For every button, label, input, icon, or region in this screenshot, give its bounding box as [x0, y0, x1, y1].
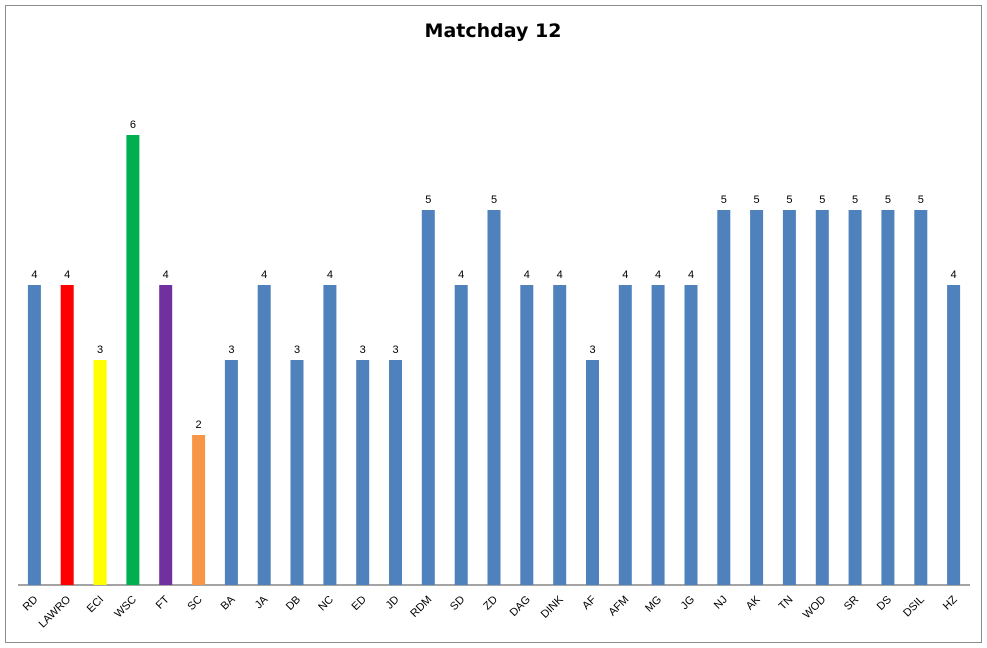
data-label-dag: 4: [524, 269, 530, 281]
data-label-sd: 4: [458, 269, 464, 281]
data-label-ft: 4: [163, 269, 169, 281]
data-label-db: 3: [294, 344, 300, 356]
bar-wsc: [126, 135, 140, 585]
bar-hz: [947, 285, 961, 585]
x-tick-label-sr: SR: [842, 594, 861, 613]
bars-group: [27, 135, 961, 585]
x-tick-label-jd: JD: [384, 594, 402, 612]
bar-dink: [553, 285, 567, 585]
bar-tn: [782, 210, 796, 585]
data-label-ed: 3: [360, 344, 366, 356]
bar-dag: [520, 285, 534, 585]
bar-sr: [848, 210, 862, 585]
x-tick-label-hz: HZ: [941, 593, 960, 612]
data-label-dsil: 5: [918, 194, 924, 206]
x-tick-label-sd: SD: [448, 594, 467, 613]
x-tick-label-wod: WOD: [801, 594, 829, 622]
bar-eci: [93, 360, 107, 585]
data-label-wod: 5: [819, 194, 825, 206]
data-label-nj: 5: [721, 194, 727, 206]
bar-db: [290, 360, 304, 585]
bar-ds: [881, 210, 895, 585]
x-tick-label-ft: FT: [154, 593, 172, 611]
bar-ak: [750, 210, 764, 585]
bar-sd: [454, 285, 468, 585]
bar-dsil: [914, 210, 928, 585]
data-label-ba: 3: [228, 344, 234, 356]
data-label-wsc: 6: [130, 119, 136, 131]
data-label-nc: 4: [327, 269, 333, 281]
x-tick-label-rd: RD: [21, 594, 41, 614]
x-tick-label-mg: MG: [643, 594, 664, 615]
x-tick-label-eci: ECI: [85, 594, 106, 615]
data-label-zd: 5: [491, 194, 497, 206]
data-label-hz: 4: [951, 269, 957, 281]
bar-jd: [389, 360, 402, 585]
data-label-rd: 4: [31, 269, 37, 281]
x-tick-label-rdm: RDM: [408, 594, 434, 620]
chart-title: Matchday 12: [425, 20, 562, 42]
bar-ft: [159, 285, 173, 585]
data-label-sc: 2: [196, 419, 202, 431]
x-tick-label-nj: NJ: [712, 594, 730, 612]
data-label-eci: 3: [97, 344, 103, 356]
bar-wod: [815, 210, 829, 585]
x-tick-label-sc: SC: [185, 594, 204, 613]
x-tick-label-ak: AK: [744, 593, 763, 612]
x-tick-label-dag: DAG: [508, 594, 533, 619]
x-tick-label-dink: DINK: [539, 593, 567, 621]
x-tick-label-wsc: WSC: [112, 594, 139, 621]
data-label-ak: 5: [754, 194, 760, 206]
x-tick-label-zd: ZD: [481, 594, 500, 613]
bar-mg: [651, 285, 665, 585]
data-label-mg: 4: [655, 269, 661, 281]
x-tick-label-ed: ED: [350, 594, 369, 613]
bar-nj: [717, 210, 731, 585]
bar-ja: [257, 285, 271, 585]
x-tick-label-dsil: DSIL: [901, 594, 927, 620]
data-label-ja: 4: [261, 269, 267, 281]
x-tick-label-jg: JG: [679, 594, 697, 612]
bar-zd: [487, 210, 501, 585]
data-label-jd: 3: [392, 344, 398, 356]
data-label-afm: 4: [622, 269, 628, 281]
x-tick-label-lawro: LAWRO: [37, 593, 74, 630]
bar-jg: [684, 285, 698, 585]
data-label-jg: 4: [688, 269, 694, 281]
x-tick-label-ba: BA: [219, 593, 238, 612]
data-label-ds: 5: [885, 194, 891, 206]
bar-rd: [27, 285, 41, 585]
bar-sc: [192, 435, 206, 585]
bar-afm: [618, 285, 632, 585]
bar-rdm: [421, 210, 435, 585]
bar-nc: [323, 285, 337, 585]
data-label-af: 3: [589, 344, 595, 356]
data-labels-group: 4 4 3 6 4 2 3 4 3 4 3 3 5 4 5 4 4 3 4 4 4 5 5 5 5 5 5 5 4: [31, 119, 956, 431]
data-label-rdm: 5: [425, 194, 431, 206]
x-tick-label-nc: NC: [316, 594, 336, 614]
x-tick-label-ds: DS: [875, 594, 894, 613]
bar-ed: [356, 360, 370, 585]
bar-lawro: [60, 285, 74, 585]
bar-af: [586, 360, 599, 585]
x-tick-label-afm: AFM: [607, 594, 632, 619]
data-label-sr: 5: [852, 194, 858, 206]
data-label-tn: 5: [786, 194, 792, 206]
x-tick-label-db: DB: [284, 594, 303, 613]
x-tick-label-ja: JA: [253, 593, 271, 611]
bar-ba: [224, 360, 238, 585]
x-tick-label-tn: TN: [777, 594, 796, 613]
data-label-lawro: 4: [64, 269, 70, 281]
data-label-dink: 4: [557, 269, 563, 281]
x-tick-label-af: AF: [580, 593, 599, 612]
